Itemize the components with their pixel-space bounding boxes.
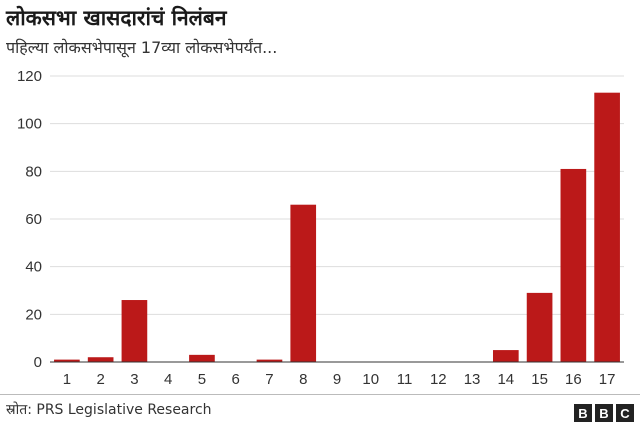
bar-15 bbox=[526, 292, 553, 362]
chart-title: लोकसभा खासदारांचं निलंबन bbox=[6, 6, 227, 30]
bbc-logo-letter: C bbox=[616, 404, 634, 422]
bar-17 bbox=[594, 92, 620, 362]
y-tick-label: 60 bbox=[25, 211, 42, 228]
bars bbox=[54, 92, 620, 362]
x-tick-label: 5 bbox=[198, 371, 206, 388]
y-tick-label: 20 bbox=[25, 306, 42, 323]
bbc-logo-letter: B bbox=[574, 404, 592, 422]
x-tick-label: 2 bbox=[96, 371, 104, 388]
gridlines bbox=[50, 75, 624, 315]
x-axis-ticks: 1 2 3 4 5 6 7 8 9 10 11 12 13 14 15 16 17 bbox=[63, 371, 616, 388]
bar-3 bbox=[121, 300, 148, 362]
bar-2 bbox=[87, 357, 114, 362]
x-tick-label: 14 bbox=[497, 371, 514, 388]
y-tick-label: 100 bbox=[17, 116, 42, 133]
bbc-logo: B B C bbox=[574, 404, 634, 422]
x-tick-label: 15 bbox=[531, 371, 548, 388]
x-tick-label: 1 bbox=[63, 371, 71, 388]
x-tick-label: 13 bbox=[464, 371, 481, 388]
bar-1 bbox=[54, 359, 80, 362]
bar-16 bbox=[560, 168, 587, 362]
footer-divider bbox=[0, 394, 640, 395]
y-tick-label: 40 bbox=[25, 259, 42, 276]
bar-14 bbox=[492, 350, 519, 362]
x-tick-label: 7 bbox=[265, 371, 273, 388]
x-tick-label: 12 bbox=[430, 371, 447, 388]
bbc-logo-letter: B bbox=[595, 404, 613, 422]
x-tick-label: 4 bbox=[164, 371, 172, 388]
x-tick-label: 9 bbox=[333, 371, 341, 388]
y-axis-ticks: 0 20 40 60 80 100 120 bbox=[17, 68, 42, 371]
x-tick-label: 6 bbox=[232, 371, 240, 388]
bar-5 bbox=[189, 354, 215, 362]
x-tick-label: 3 bbox=[130, 371, 138, 388]
chart-subtitle: पहिल्या लोकसभेपासून 17व्या लोकसभेपर्यंत.… bbox=[6, 38, 278, 57]
x-tick-label: 8 bbox=[299, 371, 307, 388]
x-tick-label: 11 bbox=[397, 371, 413, 388]
bar-7 bbox=[256, 359, 283, 362]
bar-8 bbox=[290, 204, 317, 362]
y-tick-label: 120 bbox=[17, 68, 42, 85]
x-tick-label: 17 bbox=[599, 371, 616, 388]
x-tick-label: 16 bbox=[565, 371, 582, 388]
y-tick-label: 0 bbox=[34, 354, 42, 371]
source-note: स्रोत: PRS Legislative Research bbox=[6, 402, 212, 418]
y-tick-label: 80 bbox=[25, 163, 42, 180]
x-tick-label: 10 bbox=[362, 371, 379, 388]
